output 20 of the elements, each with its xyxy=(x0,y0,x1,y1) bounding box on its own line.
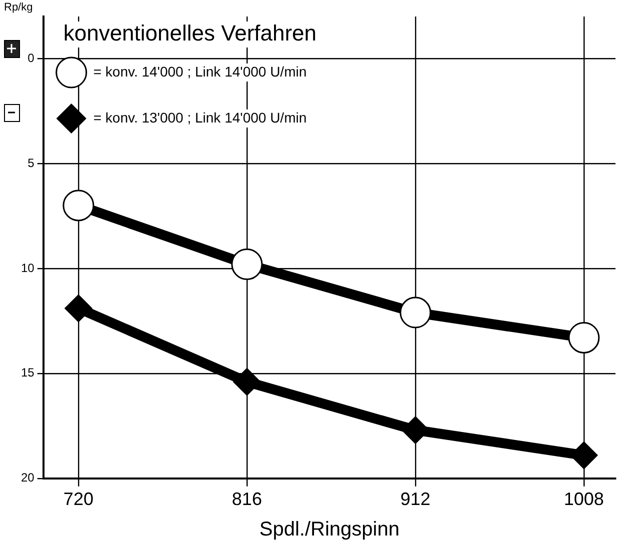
point xyxy=(233,368,261,396)
point xyxy=(64,294,92,322)
point xyxy=(62,190,94,222)
x-axis-title: Spdl./Ringspinn xyxy=(259,518,400,541)
point xyxy=(568,322,600,354)
y-tick-label: 5 xyxy=(28,156,35,170)
point xyxy=(231,248,263,280)
legend-title: konventionelles Verfahren xyxy=(63,20,317,46)
x-tick-label: 816 xyxy=(232,489,262,510)
legend-label: = konv. 14'000 ; Link 14'000 U/min xyxy=(93,63,307,80)
y-tick-label: 20 xyxy=(20,470,35,485)
y-tick-label: 15 xyxy=(20,366,35,380)
x-tick-label: 1008 xyxy=(564,489,604,510)
x-tick-label: 720 xyxy=(63,489,94,510)
y-axis-title: Rp/kg xyxy=(4,2,33,14)
point xyxy=(400,296,432,328)
legend-label: = konv. 13'000 ; Link 14'000 U/min xyxy=(93,109,307,126)
x-tick-label: 912 xyxy=(400,489,430,510)
y-tick-label: 10 xyxy=(20,260,35,275)
y-tick-label: 0 xyxy=(28,50,35,65)
